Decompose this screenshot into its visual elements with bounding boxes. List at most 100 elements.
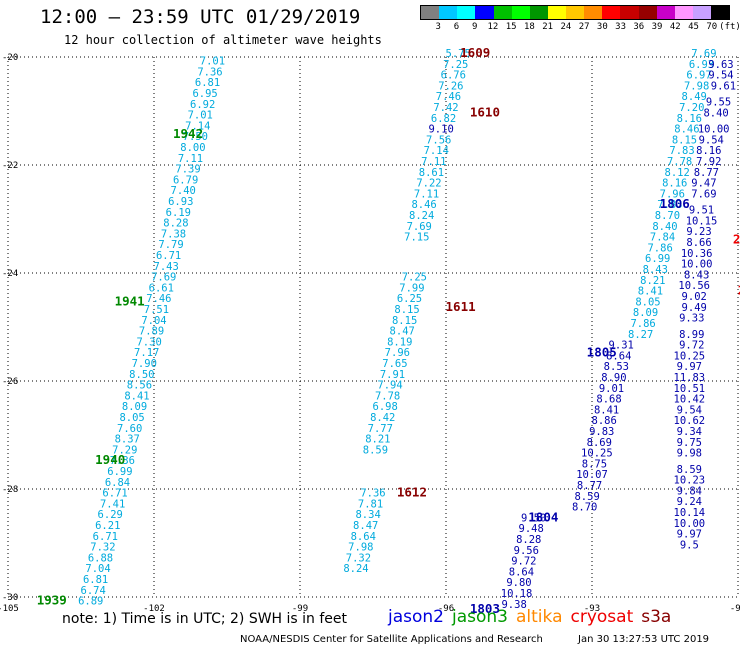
wave-height-value: 6.74 xyxy=(81,585,106,597)
legend-label: 30 xyxy=(596,22,608,32)
lon-tick-label: -102 xyxy=(143,604,165,614)
wave-height-value: 7.14 xyxy=(424,145,449,157)
wave-height-value: 7.11 xyxy=(421,156,446,168)
wave-height-value: 8.41 xyxy=(124,390,149,402)
altimeter-track: 7.257.996.258.158.158.478.197.967.657.91… xyxy=(363,272,476,457)
wave-height-value: 7.69 xyxy=(691,188,716,200)
wave-height-value: 9.50 xyxy=(521,512,546,524)
wave-height-value: 9.34 xyxy=(677,426,702,438)
wave-height-value: 8.70 xyxy=(572,502,597,514)
wave-height-value: 9.54 xyxy=(677,404,702,416)
legend-label: 18 xyxy=(523,22,535,32)
wave-height-value: 8.69 xyxy=(587,437,612,449)
wave-height-value: 6.95 xyxy=(192,88,217,100)
wave-height-value: 6.92 xyxy=(190,99,215,111)
wave-height-value: 9.97 xyxy=(677,529,702,541)
wave-height-value: 7.77 xyxy=(368,423,393,435)
wave-height-value: 8.53 xyxy=(604,361,629,373)
wave-height-value: 7.69 xyxy=(151,272,176,284)
wave-height-value: 7.36 xyxy=(110,455,135,467)
wave-height-value: 8.66 xyxy=(686,237,711,249)
wave-height-value: 8.28 xyxy=(163,218,188,230)
legend-label: 27 xyxy=(578,22,590,32)
altimeter-track: 7.696.617.467.517.047.897.307.177.908.50… xyxy=(110,272,177,468)
altimeter-track: 7.017.366.816.956.927.017.147.508.007.11… xyxy=(154,56,226,273)
satellite-name-jason2: jason2 xyxy=(388,607,444,627)
pass-time-label: 1940 xyxy=(95,452,125,467)
legend-label: 42 xyxy=(669,22,681,32)
wave-height-value: 7.15 xyxy=(404,232,429,244)
wave-height-value: 8.05 xyxy=(119,412,144,424)
altimeter-track: 7.367.818.348.478.647.987.328.24 1612 xyxy=(343,485,427,576)
wave-height-value: 8.99 xyxy=(679,329,704,341)
wave-height-value: 7.39 xyxy=(175,164,200,176)
wave-height-value: 8.42 xyxy=(370,412,395,424)
wave-height-value: 8.43 xyxy=(684,269,709,281)
wave-height-value: 7.79 xyxy=(158,239,183,251)
wave-height-value: 9.5 xyxy=(680,539,699,551)
wave-height-value: 7.43 xyxy=(154,261,179,273)
wave-height-value: 9.97 xyxy=(677,361,702,373)
legend-label: 70 xyxy=(706,22,718,32)
lon-tick-label: -90 xyxy=(730,604,740,614)
wave-height-value: 6.29 xyxy=(98,509,123,521)
pass-time-label: 1939 xyxy=(37,593,67,608)
satellite-name-s3a: s3a xyxy=(641,607,672,627)
wave-height-value: 8.75 xyxy=(582,458,607,470)
wave-height-value: 6.98 xyxy=(373,401,398,413)
legend-label: 3 xyxy=(435,22,441,32)
wave-height-value: 6.19 xyxy=(166,207,191,219)
wave-height-value: 10.51 xyxy=(674,383,706,395)
wave-height-value: 7.83 xyxy=(657,199,682,211)
wave-height-value: 10.00 xyxy=(674,518,706,530)
altimeter-track: 9.10 xyxy=(428,124,453,136)
wave-height-value: 6.88 xyxy=(88,552,113,564)
pass-time-label: 20 xyxy=(738,283,740,298)
wave-height-value: 9.83 xyxy=(589,426,614,438)
wave-height-value: 8.50 xyxy=(129,369,154,381)
wave-height-value: 7.81 xyxy=(358,498,383,510)
wave-height-value: 6.82 xyxy=(431,113,456,125)
wave-height-value: 8.77 xyxy=(577,480,602,492)
wave-height-value: 9.72 xyxy=(511,556,536,568)
credit-time: Jan 30 13:27:53 UTC 2019 xyxy=(578,634,710,645)
wave-height-value: 7.04 xyxy=(141,315,166,327)
wave-height-value: 8.40 xyxy=(703,107,728,119)
legend-label: 6 xyxy=(453,22,460,32)
wave-height-value: 7.78 xyxy=(667,156,692,168)
lon-tick-label: -105 xyxy=(0,604,19,614)
wave-height-value: 7.96 xyxy=(660,188,685,200)
wave-height-value: 6.89 xyxy=(78,596,103,608)
wave-height-value: 8.27 xyxy=(628,329,653,341)
wave-height-value: 7.96 xyxy=(385,347,410,359)
wave-height-value: 9.33 xyxy=(679,313,704,325)
satellite-name-altika: altika xyxy=(516,607,563,627)
legend-swatch xyxy=(439,6,458,19)
legend-swatch xyxy=(457,6,476,19)
wave-height-value: 7.36 xyxy=(197,66,222,78)
legend-swatch xyxy=(602,6,621,19)
pass-time-label: 1803 xyxy=(470,601,500,616)
pass-time-label: 1806 xyxy=(660,196,690,211)
wave-height-value: 8.15 xyxy=(394,304,419,316)
wave-height-value: 8.59 xyxy=(363,444,388,456)
pass-time-label: 1610 xyxy=(470,104,500,119)
legend-label: 45 xyxy=(688,22,699,32)
wave-height-value: 7.32 xyxy=(90,542,115,554)
wave-height-value: 9.72 xyxy=(679,340,704,352)
wave-height-value: 7.86 xyxy=(630,318,655,330)
wave-height-value: 8.21 xyxy=(365,434,390,446)
lat-tick-label: -30 xyxy=(2,593,18,603)
satellite-name-jason3: jason3 xyxy=(452,607,508,627)
pass-time-label: 1612 xyxy=(397,485,427,500)
wave-height-value: 7.92 xyxy=(696,156,721,168)
wave-height-value: 6.81 xyxy=(83,574,108,586)
wave-height-value: 7.65 xyxy=(382,358,407,370)
wave-height-value: 7.29 xyxy=(112,444,137,456)
satellite-name-cryosat: cryosat xyxy=(570,607,634,627)
wave-height-value: 6.99 xyxy=(107,466,132,478)
wave-height-value: 8.09 xyxy=(633,307,658,319)
wave-height-value: 6.71 xyxy=(102,488,127,500)
wave-height-value: 7.38 xyxy=(161,228,186,240)
